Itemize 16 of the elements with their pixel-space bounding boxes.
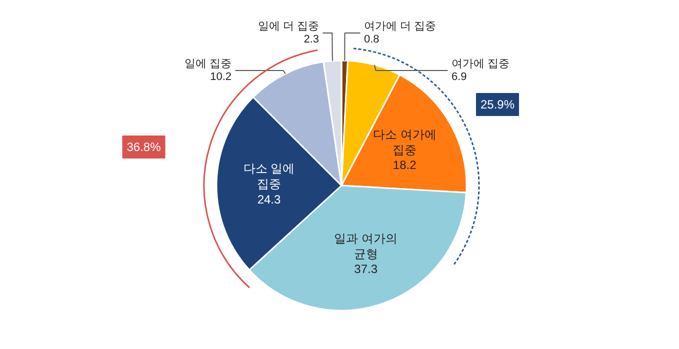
data-label: 10.2 xyxy=(210,71,232,84)
slice-label: 일에 집중 xyxy=(184,58,232,70)
slice-label: 여가에 더 집중 xyxy=(364,20,436,32)
data-label: 6.9 xyxy=(452,71,467,84)
data-label: 37.3 xyxy=(354,262,378,276)
slice-label: 다소 일에 집중 xyxy=(243,162,295,191)
data-label: 0.8 xyxy=(364,34,380,46)
text: 36.8% xyxy=(126,140,162,154)
slice-label: 일에 더 집중 xyxy=(258,20,320,32)
data-label: 24.3 xyxy=(257,192,282,206)
data-label: 18.2 xyxy=(392,158,417,172)
data-label: 2.3 xyxy=(304,34,320,46)
slice-label: 여가에 집중 xyxy=(452,58,510,70)
slice-label: 일과 여가의 균형 xyxy=(334,231,398,261)
slice-label: 다소 여가에 집중 xyxy=(372,127,436,157)
text: 25.9% xyxy=(480,98,515,112)
